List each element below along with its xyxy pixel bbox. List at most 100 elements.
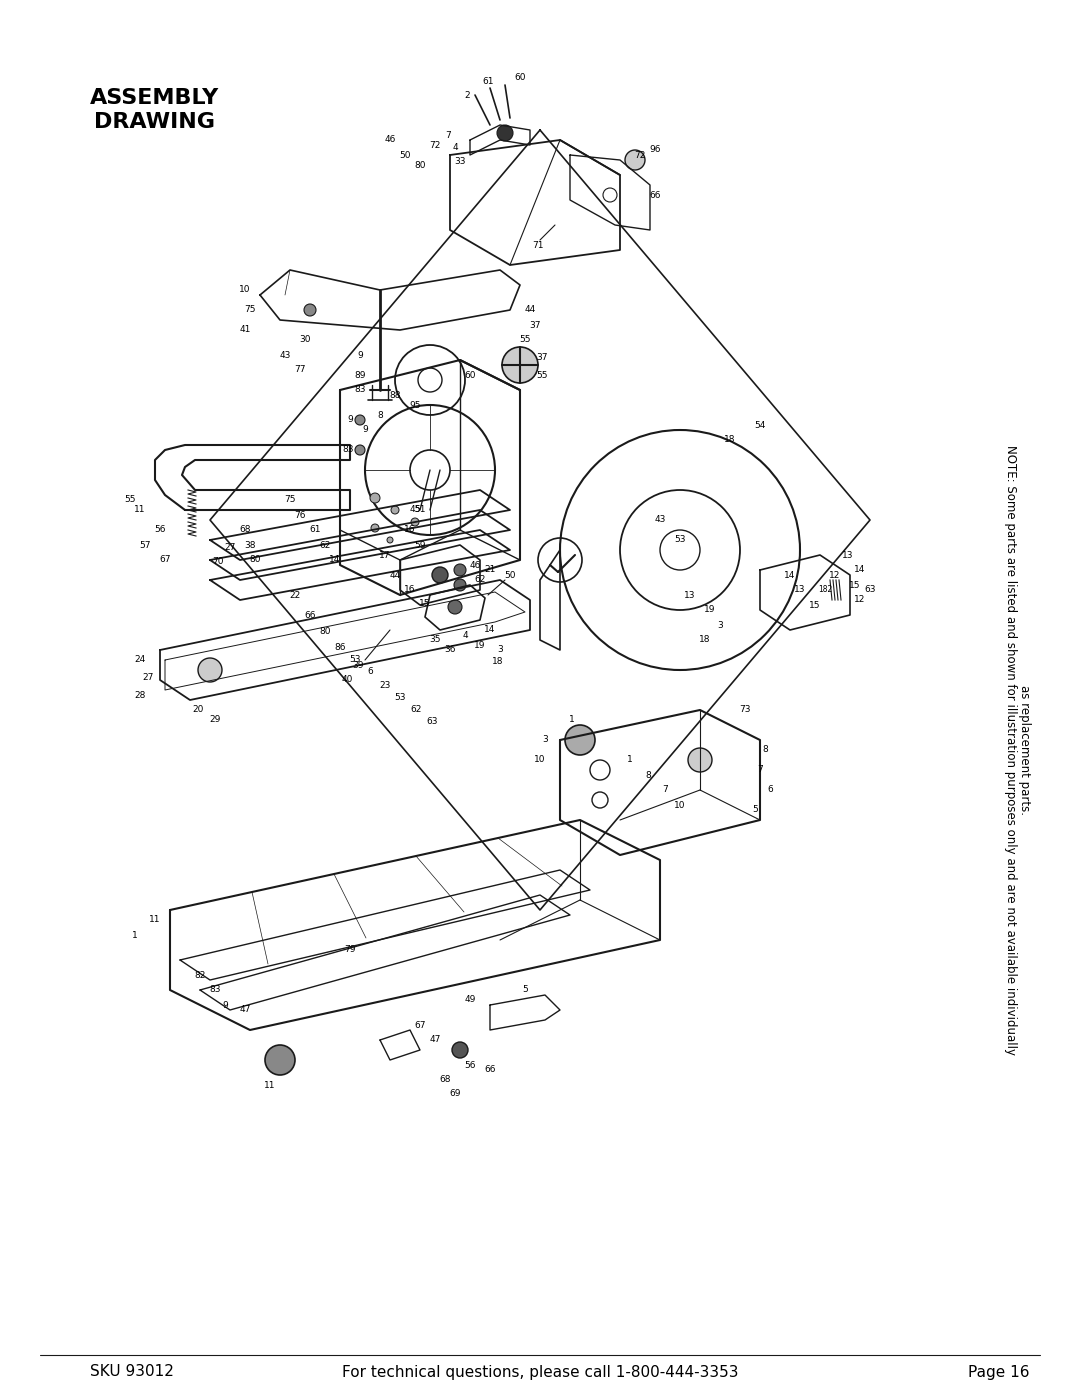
Text: 16: 16 [404, 585, 416, 595]
Circle shape [502, 346, 538, 383]
Text: 6: 6 [767, 785, 773, 795]
Text: 17: 17 [379, 550, 391, 560]
Text: 9: 9 [347, 415, 353, 425]
Circle shape [303, 305, 316, 316]
Text: 1: 1 [627, 756, 633, 764]
Text: 23: 23 [379, 680, 391, 690]
Text: 15: 15 [809, 601, 821, 609]
Text: 7: 7 [662, 785, 667, 795]
Text: 80: 80 [320, 627, 330, 637]
Circle shape [432, 567, 448, 583]
Text: 18: 18 [699, 636, 711, 644]
Text: 51: 51 [415, 506, 426, 514]
Text: 3: 3 [542, 735, 548, 745]
Text: 39: 39 [352, 661, 364, 669]
Text: 61: 61 [483, 77, 494, 87]
Text: 57: 57 [139, 541, 151, 549]
Text: 69: 69 [449, 1088, 461, 1098]
Text: 6: 6 [367, 668, 373, 676]
Text: 35: 35 [429, 636, 441, 644]
Text: 96: 96 [649, 145, 661, 155]
Text: 67: 67 [415, 1020, 426, 1030]
Text: 80: 80 [415, 161, 426, 169]
Text: 14: 14 [784, 570, 796, 580]
Circle shape [355, 415, 365, 425]
Text: 71: 71 [532, 240, 543, 250]
Text: 77: 77 [294, 366, 306, 374]
Text: as replacement parts.: as replacement parts. [1018, 685, 1031, 814]
Text: 49: 49 [464, 996, 475, 1004]
Text: 75: 75 [284, 496, 296, 504]
Text: 37: 37 [537, 353, 548, 362]
Text: 60: 60 [514, 74, 526, 82]
Text: 54: 54 [754, 420, 766, 429]
Text: 75: 75 [244, 306, 256, 314]
Text: 16: 16 [404, 525, 416, 535]
Text: 61: 61 [309, 525, 321, 535]
Text: SKU 93012: SKU 93012 [90, 1365, 174, 1379]
Text: 5: 5 [752, 806, 758, 814]
Text: 47: 47 [430, 1035, 441, 1045]
Circle shape [565, 725, 595, 754]
Text: 4: 4 [453, 144, 458, 152]
Text: 9: 9 [362, 426, 368, 434]
Text: 28: 28 [134, 690, 146, 700]
Text: 10: 10 [535, 756, 545, 764]
Text: 46: 46 [384, 136, 395, 144]
Text: 59: 59 [415, 541, 426, 549]
Text: 24: 24 [134, 655, 146, 665]
Text: 8: 8 [762, 746, 768, 754]
Text: 13: 13 [842, 550, 854, 560]
Text: 33: 33 [455, 158, 465, 166]
Text: 19: 19 [474, 640, 486, 650]
Text: 63: 63 [864, 585, 876, 595]
Text: 76: 76 [294, 510, 306, 520]
Text: NOTE: Some parts are listed and shown for illustration purposes only and are not: NOTE: Some parts are listed and shown fo… [1003, 446, 1016, 1055]
Text: 47: 47 [240, 1006, 251, 1014]
Circle shape [370, 493, 380, 503]
Text: 12: 12 [829, 570, 840, 580]
Text: 45: 45 [409, 506, 421, 514]
Text: 72: 72 [634, 151, 646, 159]
Text: 83: 83 [354, 386, 366, 394]
Text: 3: 3 [497, 645, 503, 655]
Text: 5: 5 [522, 985, 528, 995]
Text: 14: 14 [854, 566, 866, 574]
Text: 72: 72 [430, 141, 441, 149]
Text: 14: 14 [329, 556, 340, 564]
Text: 1: 1 [132, 930, 138, 940]
Text: 2: 2 [464, 91, 470, 99]
Text: 27: 27 [143, 673, 153, 683]
Circle shape [448, 599, 462, 615]
Text: 66: 66 [484, 1066, 496, 1074]
Circle shape [372, 524, 379, 532]
Circle shape [625, 149, 645, 170]
Text: 62: 62 [410, 705, 421, 714]
Text: 73: 73 [739, 705, 751, 714]
Text: 53: 53 [674, 535, 686, 545]
Text: 21: 21 [484, 566, 496, 574]
Text: 38: 38 [244, 541, 256, 549]
Text: 53: 53 [349, 655, 361, 665]
Text: 80: 80 [249, 556, 260, 564]
Text: 66: 66 [305, 610, 315, 619]
Text: 40: 40 [341, 676, 353, 685]
Text: ASSEMBLY
DRAWING: ASSEMBLY DRAWING [91, 88, 219, 133]
Text: 10: 10 [240, 285, 251, 295]
Text: 56: 56 [464, 1060, 476, 1070]
Circle shape [387, 536, 393, 543]
Text: 60: 60 [464, 370, 476, 380]
Text: Page 16: Page 16 [969, 1365, 1030, 1379]
Text: 36: 36 [444, 645, 456, 655]
Text: 56: 56 [154, 525, 165, 535]
Text: 53: 53 [394, 693, 406, 703]
Text: 63: 63 [427, 718, 437, 726]
Circle shape [355, 446, 365, 455]
Circle shape [391, 506, 399, 514]
Text: 86: 86 [334, 644, 346, 652]
Text: 15: 15 [849, 581, 861, 590]
Circle shape [411, 518, 419, 527]
Text: 19: 19 [704, 605, 716, 615]
Text: 43: 43 [280, 351, 291, 359]
Circle shape [453, 1042, 468, 1058]
